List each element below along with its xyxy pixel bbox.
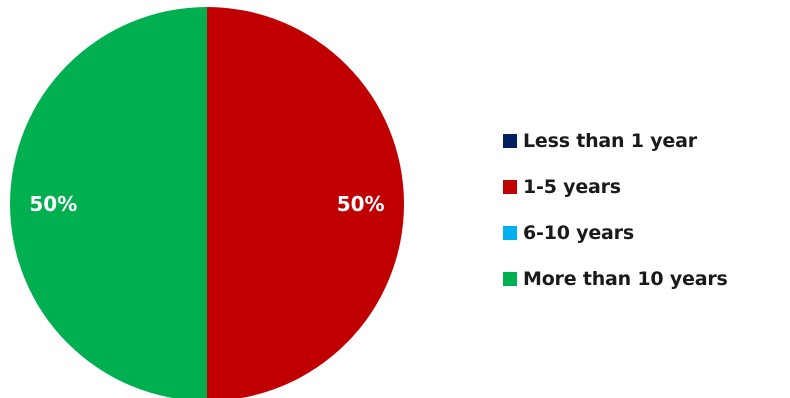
legend: Less than 1 year 1-5 years 6-10 years Mo… — [503, 118, 790, 302]
legend-label-less-than-1-year: Less than 1 year — [523, 130, 697, 152]
legend-swatch-6-10-years — [503, 226, 517, 240]
legend-item-1-5-years[interactable]: 1-5 years — [503, 164, 790, 210]
data-label-1-5-years: 50% — [337, 192, 385, 216]
legend-item-6-10-years[interactable]: 6-10 years — [503, 210, 790, 256]
legend-label-6-10-years: 6-10 years — [523, 222, 634, 244]
legend-swatch-1-5-years — [503, 180, 517, 194]
data-label-more-than-10-years: 50% — [29, 192, 77, 216]
pie-slice-1-5-years[interactable] — [207, 7, 404, 398]
pie-slice-more-than-10-years[interactable] — [10, 7, 207, 398]
legend-swatch-more-than-10-years — [503, 272, 517, 286]
legend-item-more-than-10-years[interactable]: More than 10 years — [503, 256, 790, 302]
legend-label-more-than-10-years: More than 10 years — [523, 268, 728, 290]
legend-item-less-than-1-year[interactable]: Less than 1 year — [503, 118, 790, 164]
pie-slice-labels: 50% 50% — [29, 192, 384, 216]
legend-label-1-5-years: 1-5 years — [523, 176, 621, 198]
pie-slices — [10, 7, 404, 398]
legend-swatch-less-than-1-year — [503, 134, 517, 148]
